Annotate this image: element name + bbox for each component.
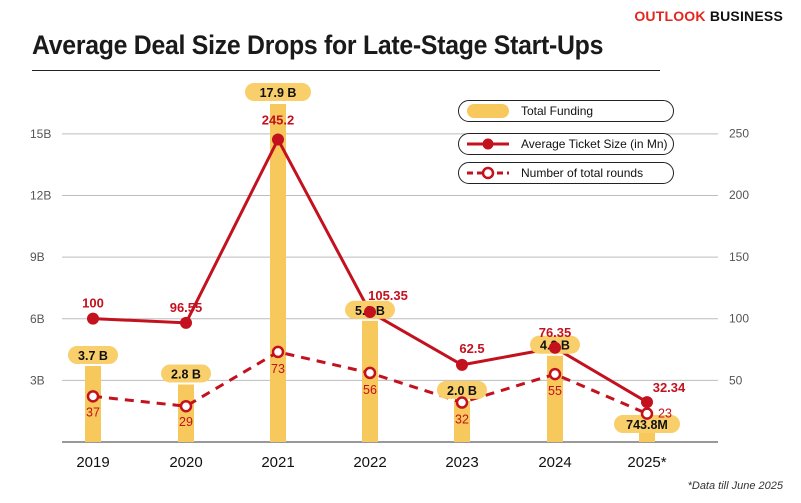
legend-item-total-rounds: Number of total rounds [458, 162, 674, 184]
rounds-label: 55 [548, 384, 562, 398]
legend-label-total-rounds: Number of total rounds [521, 166, 644, 180]
funding-bar [85, 366, 101, 442]
category-label: 2025* [627, 454, 666, 471]
category-label: 2020 [169, 454, 202, 471]
category-label: 2021 [261, 454, 294, 471]
legend-label-total-funding: Total Funding [521, 104, 594, 118]
legend-swatch-bar [467, 104, 509, 118]
funding-bar [454, 400, 470, 442]
category-label: 2022 [353, 454, 386, 471]
chart-title: Average Deal Size Drops for Late-Stage S… [32, 30, 604, 60]
ticket-size-label: 105.35 [368, 288, 408, 303]
rounds-label: 29 [179, 415, 193, 429]
ticket-size-label: 245.2 [262, 112, 295, 127]
rounds-marker [548, 367, 562, 381]
right-tick-label: 200 [729, 188, 749, 202]
right-tick-label: 250 [729, 127, 749, 141]
ticket-size-marker [549, 341, 561, 354]
right-tick-label: 100 [729, 312, 749, 326]
rounds-label: 32 [455, 413, 469, 427]
funding-bar [270, 104, 286, 442]
ticket-size-marker [272, 133, 284, 146]
title-divider [32, 70, 660, 71]
ticket-size-label: 62.5 [459, 341, 484, 356]
ticket-size-label: 32.34 [653, 380, 686, 395]
rounds-label: 23 [658, 407, 672, 421]
footnote: *Data till June 2025 [687, 480, 783, 492]
ticket-size-label: 76.35 [539, 325, 572, 340]
ticket-size-marker [456, 358, 468, 371]
funding-label: 2.0 B [447, 384, 477, 398]
funding-label-pill [437, 380, 487, 399]
funding-label-pill [161, 364, 211, 383]
category-label: 2023 [445, 454, 478, 471]
left-tick-label: 9B [30, 250, 45, 264]
brand-part-business: BUSINESS [709, 8, 783, 24]
right-tick-label: 50 [729, 373, 743, 387]
funding-bar [362, 320, 378, 442]
brand-logo: OUTLOOK BUSINESS [634, 8, 783, 24]
legend-label-average-ticket: Average Ticket Size (in Mn) [521, 137, 668, 151]
funding-label: 743.8M [626, 418, 668, 432]
funding-label-pill [245, 83, 311, 101]
category-label: 2019 [76, 454, 109, 471]
funding-label: 3.7 B [78, 349, 108, 363]
ticket-size-marker [87, 312, 99, 325]
rounds-marker [86, 390, 100, 403]
rounds-marker [363, 366, 377, 380]
legend-swatch-dashed [467, 166, 509, 180]
legend-swatch-line [467, 138, 509, 150]
ticket-size-marker [641, 396, 653, 409]
ticket-size-marker [180, 316, 192, 329]
funding-label: 17.9 B [260, 86, 297, 100]
left-tick-label: 12B [30, 189, 51, 203]
legend-item-total-funding: Total Funding [458, 100, 674, 122]
rounds-label: 73 [271, 362, 285, 376]
ticket-size-marker [364, 306, 376, 319]
left-tick-label: 6B [30, 312, 45, 326]
category-label: 2024 [538, 454, 571, 471]
rounds-marker [179, 399, 193, 413]
ticket-size-label: 96.55 [170, 300, 203, 315]
rounds-marker [455, 396, 469, 409]
rounds-marker [271, 345, 285, 359]
brand-part-outlook: OUTLOOK [634, 8, 706, 24]
legend-item-average-ticket: Average Ticket Size (in Mn) [458, 133, 674, 155]
funding-label: 2.8 B [171, 367, 201, 381]
rounds-label: 37 [86, 405, 100, 419]
ticket-size-label: 100 [82, 296, 104, 311]
funding-label-pill [614, 415, 680, 433]
rounds-label: 56 [363, 383, 377, 397]
left-tick-label: 15B [30, 127, 51, 141]
funding-bar [178, 384, 194, 442]
right-tick-label: 150 [729, 250, 749, 264]
chart-legend: Total Funding Average Ticket Size (in Mn… [458, 100, 674, 188]
funding-label-pill [68, 346, 118, 364]
rounds-marker [640, 407, 654, 420]
left-tick-label: 3B [30, 373, 45, 387]
